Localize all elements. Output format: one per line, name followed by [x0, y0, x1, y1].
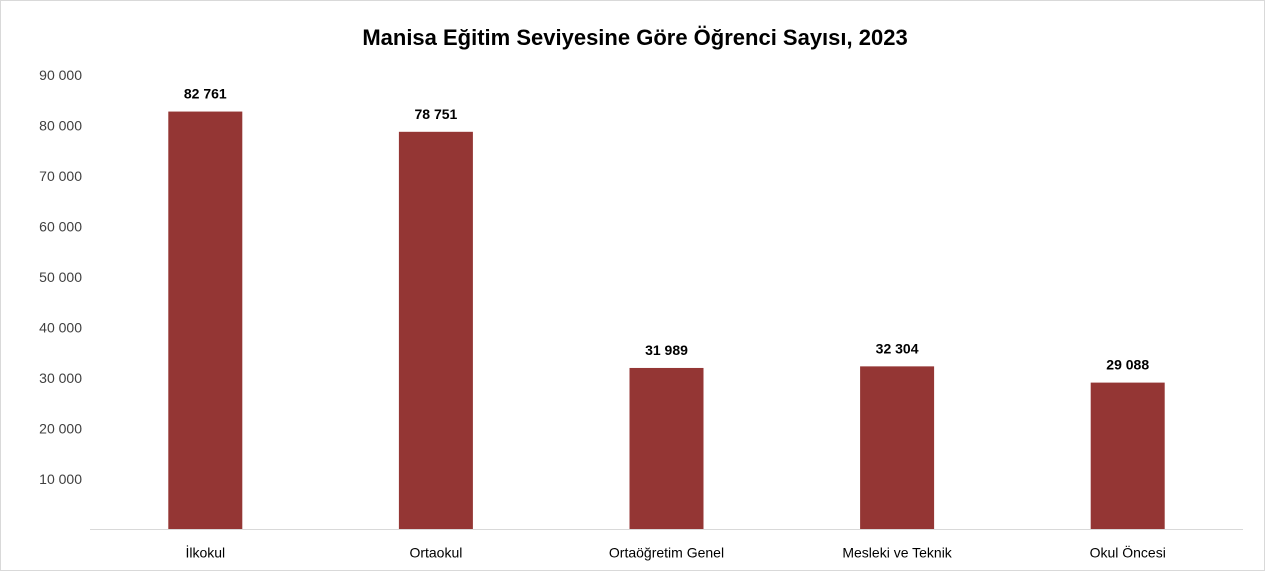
data-label: 31 989 [645, 342, 688, 358]
data-labels: 82 761 78 751 31 989 32 304 29 088 [184, 86, 1149, 373]
bar [168, 111, 243, 530]
chart-title: Manisa Eğitim Seviyesine Göre Öğrenci Sa… [362, 25, 907, 50]
bar [629, 367, 704, 530]
y-tick-label: 50 000 [39, 269, 82, 285]
bars [168, 111, 1165, 530]
y-tick-label: 30 000 [39, 370, 82, 386]
y-tick-label: 10 000 [39, 471, 82, 487]
x-tick-label: Ortaokul [409, 545, 462, 561]
bar [860, 366, 935, 530]
y-tick-label: 60 000 [39, 219, 82, 235]
x-tick-label: İlkokul [185, 544, 225, 561]
y-tick-label: 80 000 [39, 118, 82, 134]
data-label: 78 751 [414, 106, 457, 122]
x-tick-label: Ortaöğretim Genel [609, 545, 724, 561]
bar [398, 131, 473, 530]
y-tick-label: 70 000 [39, 168, 82, 184]
y-tick-label: 90 000 [39, 67, 82, 83]
data-label: 32 304 [876, 340, 919, 356]
y-tick-label: 40 000 [39, 320, 82, 336]
y-tick-label: 20 000 [39, 421, 82, 437]
x-axis: İlkokul Ortaokul Ortaöğretim Genel Mesleki … [90, 529, 1243, 561]
bar [1090, 382, 1165, 530]
data-label: 82 761 [184, 86, 227, 102]
data-label: 29 088 [1106, 357, 1149, 373]
x-tick-label: Mesleki ve Teknik [842, 545, 952, 561]
x-tick-label: Okul Öncesi [1090, 544, 1166, 561]
y-axis: 10 000 20 000 30 000 40 000 50 000 60 000 70 0… [39, 67, 82, 487]
